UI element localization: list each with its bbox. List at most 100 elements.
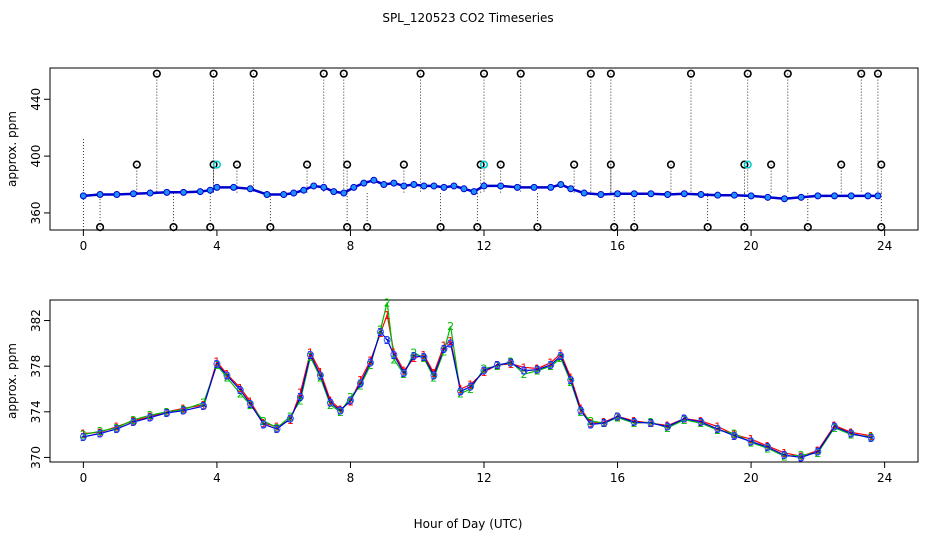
series-point-2: 2 bbox=[80, 429, 87, 442]
series-point-2: 2 bbox=[814, 447, 821, 460]
series-point-2: 2 bbox=[494, 360, 501, 373]
series-point-3: 3 bbox=[647, 417, 654, 430]
series-circle bbox=[200, 402, 208, 410]
series-point-2: 2 bbox=[577, 406, 584, 419]
outlier-point bbox=[249, 69, 258, 78]
x-tick-label: 20 bbox=[743, 239, 758, 253]
series-circle bbox=[146, 414, 154, 422]
series-point-2: 2 bbox=[274, 422, 281, 435]
series-point-1: 1 bbox=[384, 309, 391, 322]
main-series-point bbox=[630, 190, 638, 198]
series-point-1: 1 bbox=[748, 433, 755, 446]
series-point-3: 3 bbox=[494, 359, 501, 372]
series-point-3: 3 bbox=[814, 446, 821, 459]
x-tick-label: 16 bbox=[610, 239, 625, 253]
series-circle bbox=[79, 433, 87, 441]
series-circle bbox=[764, 443, 772, 451]
top-plot-marks bbox=[79, 69, 886, 232]
series-point-2: 2 bbox=[764, 442, 771, 455]
series-point-1: 1 bbox=[260, 417, 267, 430]
y-tick-label: 400 bbox=[29, 145, 43, 168]
series-circle bbox=[797, 453, 805, 461]
series-circle bbox=[814, 448, 822, 456]
series-circle bbox=[600, 419, 608, 427]
series-point-3: 3 bbox=[180, 405, 187, 418]
main-series-point bbox=[597, 190, 605, 198]
x-tick-label: 24 bbox=[877, 239, 892, 253]
series-circle bbox=[346, 396, 354, 404]
main-series-point bbox=[330, 188, 338, 196]
series-point-2: 2 bbox=[297, 394, 304, 407]
series-point-1: 1 bbox=[557, 348, 564, 361]
series-point-3: 3 bbox=[698, 416, 705, 429]
series-circle bbox=[520, 367, 528, 375]
outlier-point bbox=[803, 223, 812, 232]
outlier-point bbox=[703, 223, 712, 232]
series-circle bbox=[780, 451, 788, 459]
series-circle bbox=[867, 434, 875, 442]
series-circle bbox=[567, 376, 575, 384]
outlier-point bbox=[516, 69, 525, 78]
series-point-1: 1 bbox=[97, 426, 104, 439]
series-point-1: 1 bbox=[200, 399, 207, 412]
series-circle bbox=[831, 423, 839, 431]
main-series-point bbox=[450, 182, 458, 190]
outlier-point bbox=[232, 160, 242, 169]
series-circle bbox=[730, 432, 738, 440]
series-point-3: 3 bbox=[798, 451, 805, 464]
outlier-point bbox=[416, 69, 425, 78]
series-point-3: 3 bbox=[681, 413, 688, 426]
series-point-3: 3 bbox=[327, 397, 334, 410]
main-series-point bbox=[864, 192, 872, 200]
series-point-3: 3 bbox=[664, 421, 671, 434]
series-circle bbox=[129, 418, 137, 426]
series-point-3: 3 bbox=[467, 381, 474, 394]
y-tick-label: 374 bbox=[29, 400, 43, 423]
y-tick-label: 378 bbox=[29, 355, 43, 378]
outlier-point bbox=[586, 69, 595, 78]
main-series-point bbox=[263, 190, 271, 198]
series-point-3: 3 bbox=[547, 359, 554, 372]
series-point-2: 2 bbox=[521, 368, 528, 381]
main-series-point bbox=[797, 193, 805, 201]
main-series-point bbox=[196, 188, 204, 196]
series-point-3: 3 bbox=[260, 418, 267, 431]
series-circle bbox=[587, 420, 595, 428]
series-point-3: 3 bbox=[347, 394, 354, 407]
series-point-3: 3 bbox=[390, 349, 397, 362]
series-point-1: 1 bbox=[831, 419, 838, 432]
outlier-point bbox=[740, 223, 749, 232]
main-series-point bbox=[664, 190, 672, 198]
series-point-3: 3 bbox=[274, 423, 281, 436]
series-point-3: 3 bbox=[831, 421, 838, 434]
main-series-point bbox=[163, 188, 171, 196]
series-point-1: 1 bbox=[731, 429, 738, 442]
series-point-1: 1 bbox=[347, 396, 354, 409]
series-point-2: 2 bbox=[848, 429, 855, 442]
series-point-3: 3 bbox=[200, 400, 207, 413]
outlier-point bbox=[873, 69, 883, 78]
series-circle bbox=[430, 371, 438, 379]
outlier-point bbox=[783, 69, 792, 78]
main-series-point bbox=[547, 183, 555, 191]
main-series-point bbox=[780, 195, 788, 203]
main-series-point bbox=[680, 190, 688, 198]
x-tick-label: 12 bbox=[476, 471, 491, 485]
series-point-3: 3 bbox=[614, 410, 621, 423]
series-point-1: 1 bbox=[664, 419, 671, 432]
main-series-point bbox=[79, 192, 87, 200]
series-point-1: 1 bbox=[223, 368, 230, 381]
series-circle bbox=[547, 361, 555, 369]
series-point-3: 3 bbox=[80, 431, 87, 444]
outlier-point bbox=[666, 160, 676, 169]
main-series-point bbox=[614, 190, 622, 198]
main-series-point bbox=[557, 181, 565, 189]
series-point-1: 1 bbox=[327, 394, 334, 407]
main-series-point bbox=[180, 188, 188, 196]
outlier-point bbox=[606, 69, 615, 78]
series-point-1: 1 bbox=[400, 365, 407, 378]
series-point-1: 1 bbox=[297, 386, 304, 399]
series-circle bbox=[420, 353, 428, 361]
series-circle bbox=[306, 351, 314, 359]
